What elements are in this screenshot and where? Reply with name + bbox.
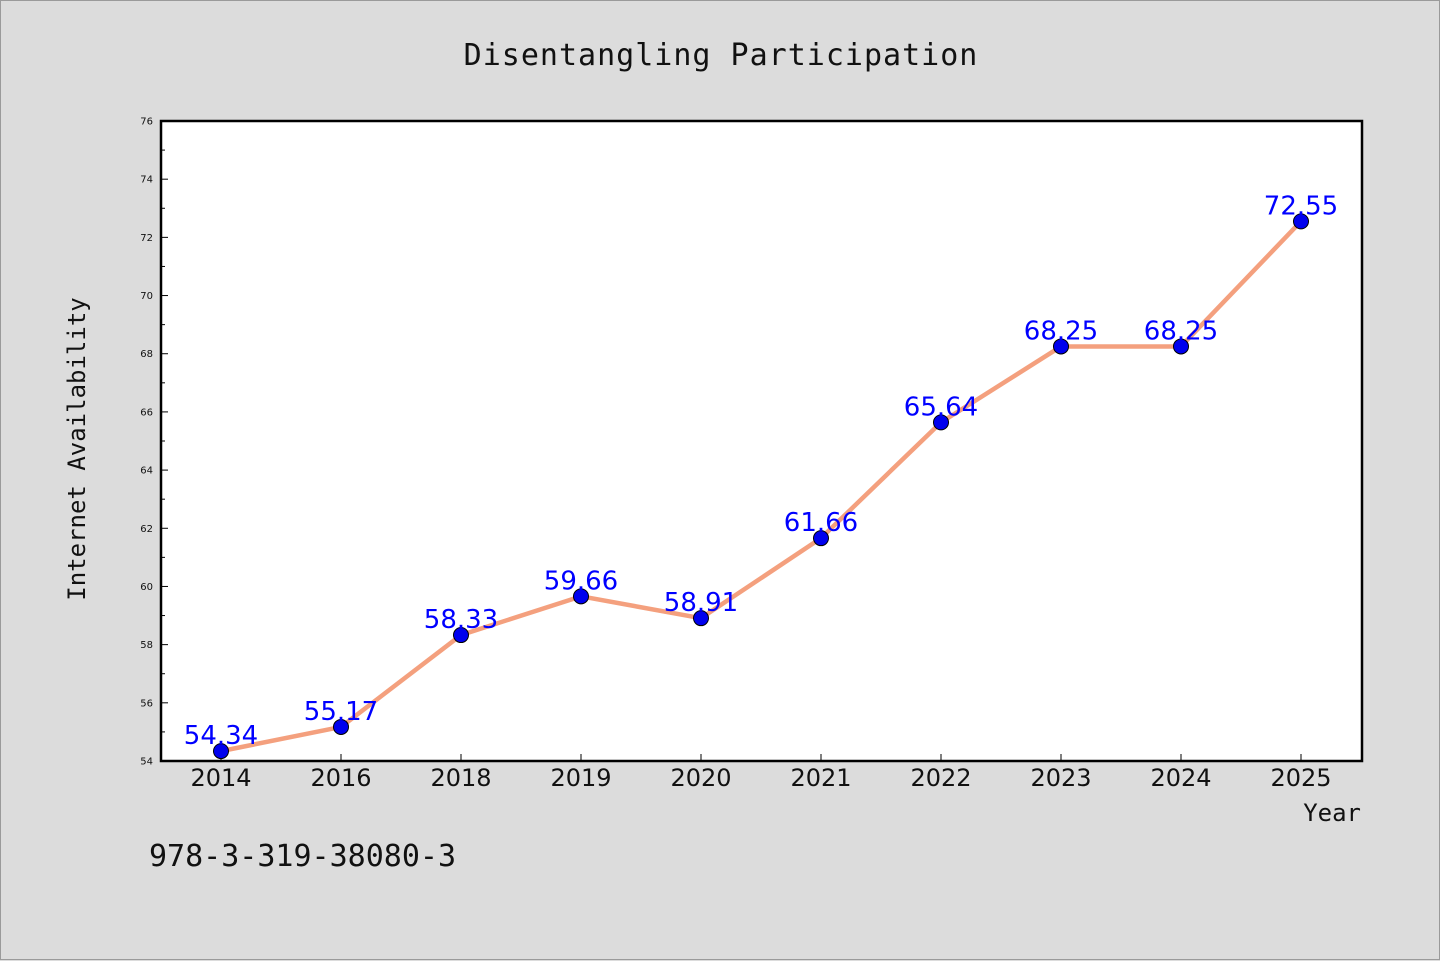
y-tick-label: 62 <box>140 524 153 535</box>
x-tick-label: 2018 <box>430 764 491 792</box>
y-tick-label: 74 <box>140 175 153 186</box>
x-axis-label: Year <box>1303 799 1361 827</box>
x-tick-label: 2021 <box>790 764 851 792</box>
y-axis: 54 56 58 60 62 64 66 68 70 72 74 76 <box>140 117 168 768</box>
data-labels: 54.34 55.17 58.33 59.66 58.91 61.66 65.64 68.25… <box>184 191 1338 751</box>
x-tick-label: 2019 <box>550 764 611 792</box>
x-tick-label: 2020 <box>670 764 731 792</box>
y-tick-label: 72 <box>140 233 153 244</box>
y-tick-label: 76 <box>140 117 153 128</box>
x-tick-label: 2023 <box>1030 764 1091 792</box>
y-tick-label: 68 <box>140 349 153 360</box>
y-tick-label: 58 <box>140 640 153 651</box>
isbn-text: 978-3-319-38080-3 <box>149 839 456 874</box>
data-point <box>933 414 949 431</box>
x-tick-label: 2016 <box>310 764 371 792</box>
series-line <box>218 219 1304 754</box>
data-point <box>453 627 469 644</box>
data-label: 58.33 <box>424 605 498 635</box>
x-axis: 2014 2016 2018 2019 2020 2021 2022 2023 2024 2025 <box>190 754 1332 792</box>
data-label: 59.66 <box>544 566 618 596</box>
data-point <box>813 530 829 547</box>
data-point <box>213 743 229 760</box>
data-point <box>333 718 349 735</box>
chart-title: Disentangling Participation <box>464 38 979 73</box>
y-tick-label: 60 <box>140 582 153 593</box>
data-label: 61.66 <box>784 508 858 538</box>
x-tick-label: 2022 <box>910 764 971 792</box>
plot-frame <box>159 119 1364 763</box>
y-tick-label: 66 <box>140 407 153 418</box>
data-point <box>1293 213 1309 230</box>
series-line-group <box>218 219 1304 754</box>
data-label: 65.64 <box>904 392 978 422</box>
data-label: 54.34 <box>184 721 258 751</box>
data-point <box>573 588 589 605</box>
data-point <box>1173 338 1189 355</box>
plot-area <box>161 121 1362 761</box>
x-tick-label: 2025 <box>1270 764 1331 792</box>
data-label: 72.55 <box>1264 191 1338 221</box>
data-point <box>693 610 709 627</box>
x-tick-label: 2024 <box>1150 764 1211 792</box>
data-label: 55.17 <box>304 697 378 727</box>
data-label: 58.91 <box>664 588 738 618</box>
y-tick-label: 56 <box>140 698 153 709</box>
data-point <box>1053 338 1069 355</box>
data-label: 68.25 <box>1144 316 1218 346</box>
data-label: 68.25 <box>1024 316 1098 346</box>
x-tick-label: 2014 <box>190 764 251 792</box>
y-tick-label: 54 <box>140 757 153 768</box>
data-markers <box>213 213 1309 760</box>
y-tick-label: 64 <box>140 466 153 477</box>
y-tick-label: 70 <box>140 291 153 302</box>
y-axis-label: Internet Availability <box>63 297 91 600</box>
